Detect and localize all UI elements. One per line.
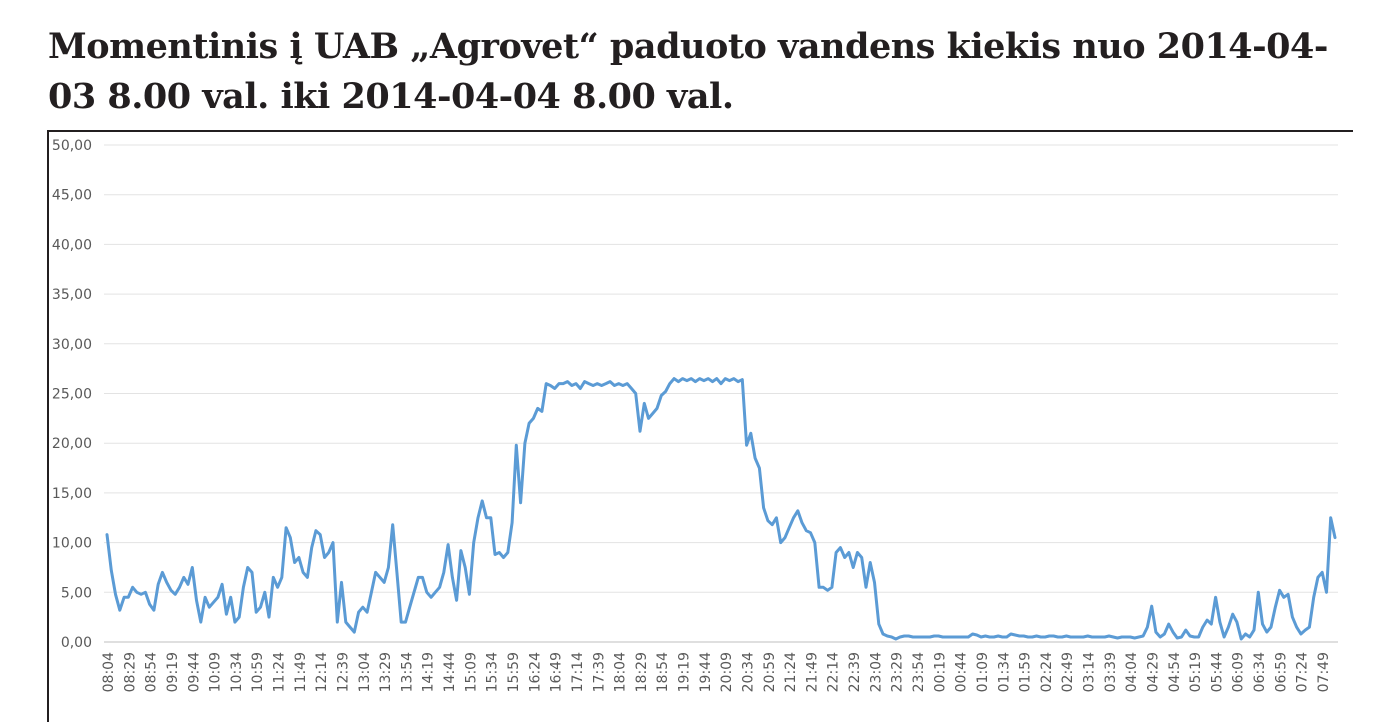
x-tick-label: 23:04 <box>868 652 884 692</box>
x-tick-label: 09:19 <box>165 652 181 692</box>
x-tick-label: 14:19 <box>421 652 437 692</box>
y-tick-label: 10,00 <box>52 536 92 552</box>
x-tick-label: 15:34 <box>485 652 501 692</box>
chart-title: Momentinis į UAB „Agrovet“ paduoto vande… <box>48 26 1328 117</box>
x-tick-label: 05:19 <box>1188 652 1204 692</box>
x-tick-label: 16:24 <box>527 652 543 692</box>
y-tick-label: 45,00 <box>52 188 92 204</box>
x-tick-label: 23:29 <box>890 652 906 692</box>
x-tick-label: 03:14 <box>1082 652 1098 692</box>
y-tick-label: 0,00 <box>61 635 92 651</box>
x-tick-label: 03:39 <box>1103 652 1119 692</box>
x-tick-label: 15:59 <box>506 652 522 692</box>
x-tick-label: 16:49 <box>549 652 565 692</box>
x-tick-label: 22:14 <box>826 652 842 692</box>
x-tick-label: 02:49 <box>1060 652 1076 692</box>
x-tick-label: 13:54 <box>399 652 415 692</box>
x-tick-label: 20:59 <box>762 652 778 692</box>
x-tick-label: 10:59 <box>250 652 266 692</box>
x-tick-label: 17:14 <box>570 652 586 692</box>
x-tick-label: 11:24 <box>272 652 288 692</box>
x-tick-label: 21:49 <box>804 652 820 692</box>
x-tick-label: 06:59 <box>1273 652 1289 692</box>
x-tick-label: 06:34 <box>1252 652 1268 692</box>
x-tick-label: 08:04 <box>101 652 117 692</box>
x-tick-label: 11:49 <box>293 652 309 692</box>
x-tick-label: 17:39 <box>591 652 607 692</box>
plot-frame <box>47 130 1353 722</box>
x-tick-label: 05:44 <box>1209 652 1225 692</box>
x-tick-label: 01:59 <box>1018 652 1034 692</box>
x-tick-label: 04:54 <box>1167 652 1183 692</box>
x-tick-label: 06:09 <box>1231 652 1247 692</box>
x-tick-label: 01:09 <box>975 652 991 692</box>
x-axis-ticks: 08:04 08:29 08:54 09:19 09:44 10:09 10:34 10:59… <box>101 652 1332 692</box>
x-tick-label: 10:34 <box>229 652 245 692</box>
x-tick-label: 07:49 <box>1316 652 1332 692</box>
y-axis-ticks: 0,00 5,00 10,00 15,00 20,00 25,00 30,00 35,00 40… <box>52 138 92 651</box>
x-tick-label: 23:54 <box>911 652 927 692</box>
x-tick-label: 04:04 <box>1124 652 1140 692</box>
x-tick-label: 19:44 <box>698 652 714 692</box>
x-tick-label: 14:44 <box>442 652 458 692</box>
y-tick-label: 5,00 <box>61 585 92 601</box>
y-tick-label: 30,00 <box>52 337 92 353</box>
x-tick-label: 20:09 <box>719 652 735 692</box>
y-tick-label: 25,00 <box>52 387 92 403</box>
x-tick-label: 04:29 <box>1145 652 1161 692</box>
series-line <box>105 377 1337 641</box>
x-tick-label: 20:34 <box>740 652 756 692</box>
gridlines <box>104 144 1338 643</box>
x-tick-label: 13:29 <box>378 652 394 692</box>
x-tick-label: 15:09 <box>463 652 479 692</box>
x-tick-label: 13:04 <box>357 652 373 692</box>
y-tick-label: 35,00 <box>52 287 92 303</box>
x-tick-label: 18:54 <box>655 652 671 692</box>
x-tick-label: 18:29 <box>634 652 650 692</box>
x-tick-label: 00:44 <box>954 652 970 692</box>
x-tick-label: 00:19 <box>932 652 948 692</box>
x-tick-label: 18:04 <box>613 652 629 692</box>
x-tick-label: 09:44 <box>186 652 202 692</box>
x-tick-label: 02:24 <box>1039 652 1055 692</box>
y-tick-label: 50,00 <box>52 138 92 154</box>
x-tick-label: 19:19 <box>677 652 693 692</box>
x-tick-label: 12:39 <box>335 652 351 692</box>
series-group <box>105 377 1337 641</box>
y-tick-label: 15,00 <box>52 486 92 502</box>
x-tick-label: 07:24 <box>1295 652 1311 692</box>
x-tick-label: 21:24 <box>783 652 799 692</box>
y-tick-label: 20,00 <box>52 436 92 452</box>
x-tick-label: 12:14 <box>314 652 330 692</box>
x-tick-label: 08:29 <box>122 652 138 692</box>
x-tick-label: 10:09 <box>208 652 224 692</box>
x-tick-label: 22:39 <box>847 652 863 692</box>
x-tick-label: 01:34 <box>996 652 1012 692</box>
x-tick-label: 08:54 <box>144 652 160 692</box>
y-tick-label: 40,00 <box>52 237 92 253</box>
